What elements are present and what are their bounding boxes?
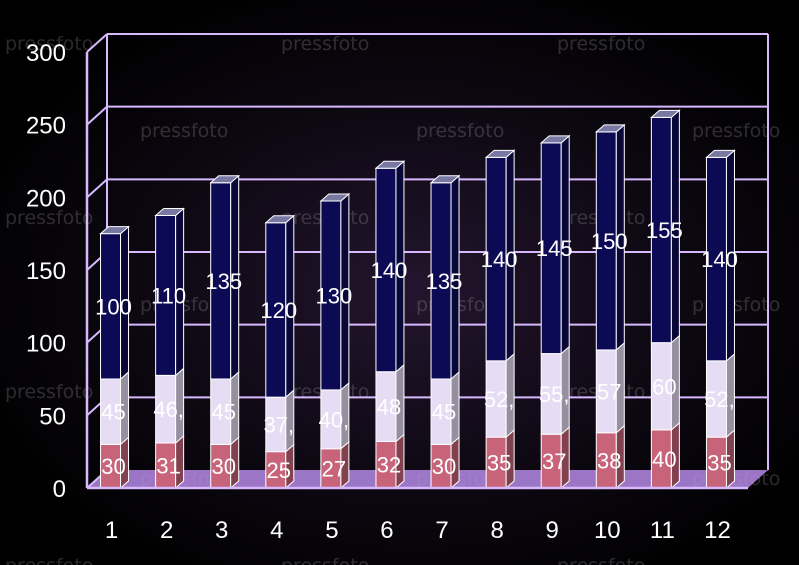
- x-tick-label: 12: [704, 517, 731, 544]
- x-tick-label: 7: [435, 517, 448, 544]
- data-label: 31: [156, 453, 180, 478]
- watermark-text: pressfoto: [416, 120, 504, 142]
- data-label: 52,: [484, 387, 515, 412]
- bars: [99, 109, 736, 490]
- data-label: 30: [101, 454, 125, 479]
- data-label: 130: [316, 283, 353, 308]
- x-tick-label: 2: [160, 517, 173, 544]
- watermark-text: pressfoto: [281, 555, 369, 565]
- data-label: 37,: [263, 412, 294, 437]
- y-tick-label: 100: [26, 331, 66, 358]
- data-label: 135: [426, 269, 463, 294]
- data-label: 155: [646, 218, 683, 243]
- bar-top: [319, 193, 351, 202]
- watermark-text: pressfoto: [281, 33, 369, 55]
- data-labels: 30 45 100 31 46, 110 30 45 135 25 37, 120 27 40, 130 32…: [95, 218, 738, 483]
- data-label: 120: [260, 298, 297, 323]
- data-label: 45: [101, 400, 125, 425]
- data-label: 45: [211, 400, 235, 425]
- data-label: 38: [597, 448, 621, 473]
- bar-top: [264, 215, 296, 224]
- x-tick-label: 11: [650, 517, 675, 544]
- x-tick-label: 5: [325, 517, 338, 544]
- data-label: 110: [151, 283, 186, 308]
- data-label: 46,: [153, 397, 184, 422]
- bar-top: [484, 149, 516, 158]
- watermark-text: pressfoto: [692, 120, 780, 142]
- data-label: 135: [205, 269, 242, 294]
- gridline-wall: [86, 178, 108, 199]
- data-label: 60: [652, 374, 676, 399]
- y-tick-label: 300: [26, 40, 66, 67]
- bar-top: [99, 226, 130, 235]
- y-tick-label: 250: [26, 113, 66, 140]
- data-label: 30: [211, 454, 235, 479]
- watermark-text: pressfoto: [140, 120, 228, 142]
- bar-top: [705, 149, 736, 158]
- watermark-text: pressfoto: [5, 33, 93, 55]
- x-tick-label: 4: [270, 517, 283, 544]
- data-label: 35: [707, 451, 731, 476]
- bar-top: [209, 175, 241, 184]
- watermark-text: pressfoto: [557, 33, 645, 55]
- x-tick-label: 9: [546, 517, 559, 544]
- data-label: 32: [377, 453, 401, 478]
- watermark-text: pressfoto: [5, 555, 93, 565]
- bar-top: [429, 175, 461, 184]
- x-tick-label: 8: [490, 517, 503, 544]
- watermark-text: pressfoto: [557, 555, 645, 565]
- data-label: 40,: [319, 407, 350, 432]
- data-label: 40: [652, 447, 676, 472]
- y-tick-label: 200: [26, 185, 66, 212]
- data-label: 140: [371, 258, 408, 283]
- data-label: 37: [542, 449, 566, 474]
- data-label: 30: [432, 454, 456, 479]
- bar-top: [539, 135, 571, 144]
- data-label: 150: [591, 229, 628, 254]
- data-label: 45: [432, 400, 456, 425]
- data-label: 48: [377, 395, 401, 420]
- bar-top: [594, 124, 626, 133]
- data-label: 140: [481, 247, 518, 272]
- bar-top: [374, 160, 406, 169]
- data-label: 25: [267, 458, 291, 483]
- gridline-wall: [86, 33, 108, 53]
- bar-top: [154, 208, 185, 216]
- data-label: 145: [536, 236, 573, 261]
- bar-top: [650, 109, 681, 118]
- data-label: 100: [95, 294, 132, 319]
- data-label: 35: [487, 451, 511, 476]
- x-tick-label: 3: [215, 517, 228, 544]
- gridline-wall: [86, 105, 108, 126]
- data-label: 52,: [704, 387, 735, 412]
- data-label: 55,: [539, 382, 570, 407]
- x-tick-label: 1: [105, 517, 118, 544]
- watermark-text: pressfoto: [5, 381, 93, 403]
- x-tick-label: 6: [380, 517, 393, 544]
- y-tick-label: 50: [39, 403, 66, 430]
- data-label: 57: [597, 379, 621, 404]
- data-label: 27: [322, 456, 346, 481]
- watermark-text: pressfoto: [5, 207, 93, 229]
- x-tick-label: 10: [594, 517, 621, 544]
- y-tick-label: 0: [53, 476, 66, 503]
- y-tick-label: 150: [26, 258, 66, 285]
- data-label: 140: [701, 247, 738, 272]
